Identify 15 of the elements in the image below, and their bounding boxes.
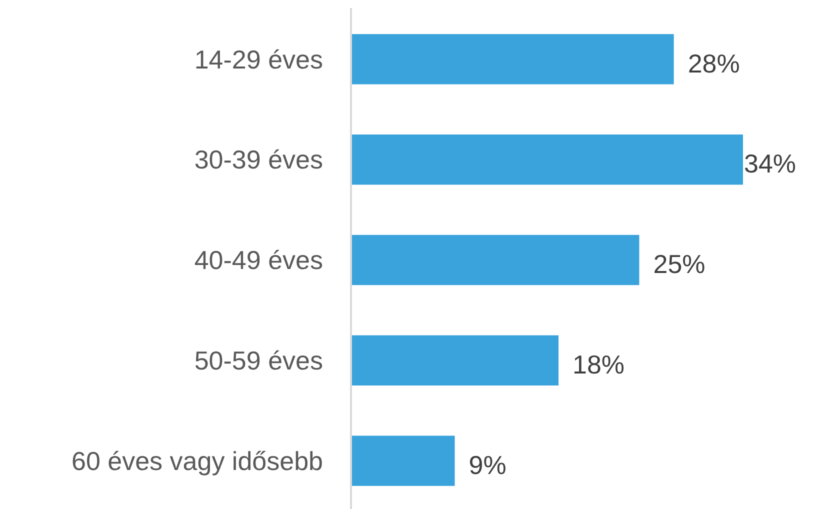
- data-label: 28%: [688, 48, 740, 78]
- y-tick-label: 30-39 éves: [194, 144, 323, 175]
- bar: [351, 234, 640, 286]
- y-tick-label: 50-59 éves: [194, 346, 323, 376]
- data-label: 34%: [744, 148, 796, 179]
- bar: [351, 436, 455, 486]
- y-tick-label: 40-49 éves: [194, 245, 323, 276]
- data-label: 25%: [653, 249, 706, 280]
- bar: [351, 34, 674, 84]
- data-label: 18%: [572, 350, 625, 380]
- bar: [351, 335, 559, 386]
- y-tick-label: 60 éves vagy idősebb: [71, 446, 323, 476]
- data-label: 9%: [468, 450, 506, 480]
- y-tick-label: 14-29 éves: [194, 44, 323, 74]
- bar: [351, 134, 743, 185]
